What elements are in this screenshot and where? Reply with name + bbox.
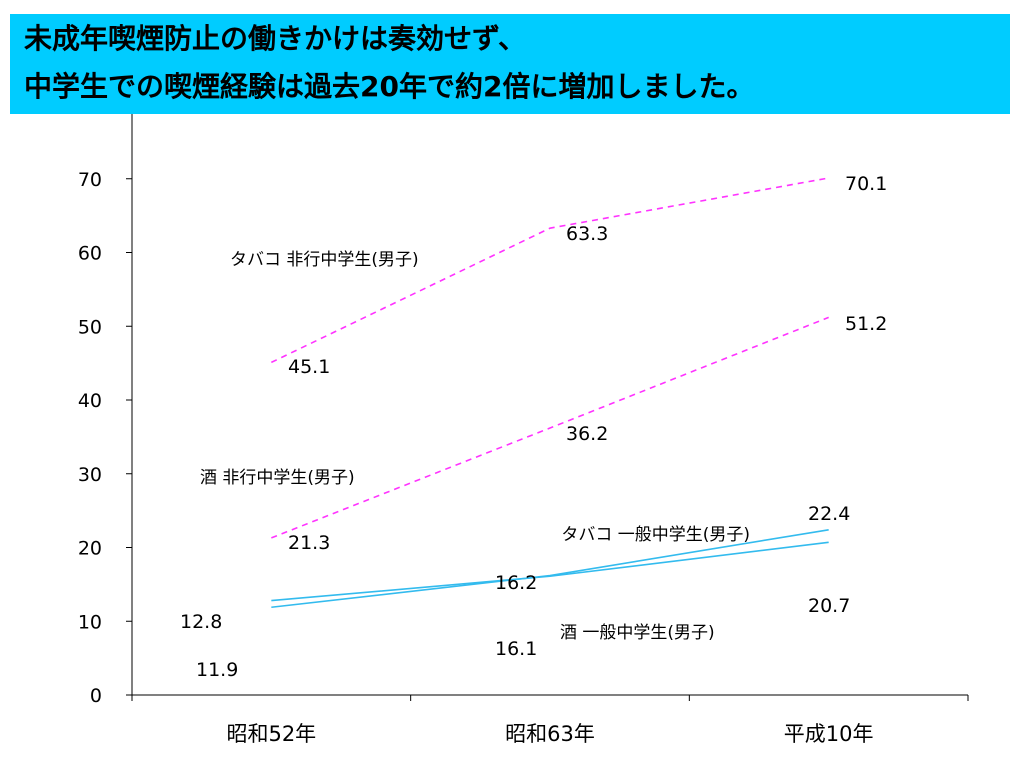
- y-tick-label: 70: [78, 169, 102, 191]
- x-tick-label: 平成10年: [784, 722, 874, 746]
- data-label: 11.9: [196, 659, 238, 681]
- headline-line-1: 未成年喫煙防止の働きかけは奏効せず、: [24, 22, 527, 55]
- series-line-3: [271, 541, 829, 602]
- data-label: 36.2: [566, 423, 608, 445]
- data-label: 16.1: [495, 638, 537, 660]
- series-line-0: [270, 177, 829, 364]
- y-tick-label: 60: [78, 243, 102, 265]
- y-tick-label: 10: [78, 611, 102, 633]
- x-tick-label: 昭和63年: [505, 722, 595, 746]
- series-name-label: 酒 非行中学生(男子): [200, 468, 355, 488]
- series-name-label: タバコ 一般中学生(男子): [561, 525, 750, 545]
- data-label: 22.4: [808, 503, 850, 525]
- y-tick-label: 30: [78, 464, 102, 486]
- data-label: 20.7: [808, 595, 850, 617]
- y-tick-label: 0: [90, 685, 102, 707]
- data-label: 16.2: [495, 572, 537, 594]
- data-label: 21.3: [288, 532, 330, 554]
- x-tick-label: 昭和52年: [226, 722, 316, 746]
- y-tick-label: 50: [78, 316, 102, 338]
- series-name-label: タバコ 非行中学生(男子): [230, 250, 419, 270]
- headline-line-2: 中学生での喫煙経験は過去20年で約2倍に増加しました。: [24, 70, 755, 103]
- series-name-label: 酒 一般中学生(男子): [560, 623, 715, 643]
- data-label: 12.8: [180, 611, 222, 633]
- y-tick-label: 20: [78, 538, 102, 560]
- data-label: 51.2: [845, 313, 887, 335]
- headline-banner: 未成年喫煙防止の働きかけは奏効せず、 中学生での喫煙経験は過去20年で約2倍に増…: [10, 14, 1010, 114]
- data-label: 70.1: [845, 173, 887, 195]
- y-tick-label: 40: [78, 390, 102, 412]
- series-line-1: [271, 316, 829, 539]
- data-label: 45.1: [288, 356, 330, 378]
- data-label: 63.3: [566, 223, 608, 245]
